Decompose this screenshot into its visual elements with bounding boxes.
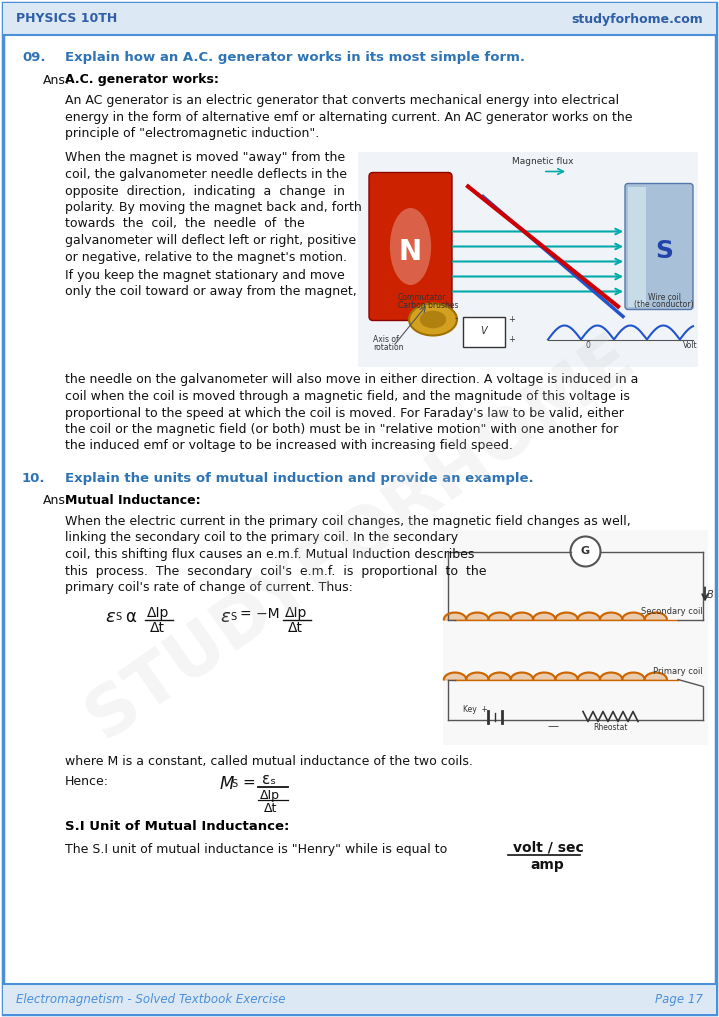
Text: where M is a constant, called mutual inductance of the two coils.: where M is a constant, called mutual ind… [65, 755, 473, 768]
Text: -: - [455, 314, 458, 323]
Text: Primary coil: Primary coil [654, 667, 703, 676]
Text: primary coil's rate of change of current. Thus:: primary coil's rate of change of current… [65, 581, 353, 594]
Text: coil, this shifting flux causes an e.m.f. Mutual Induction describes: coil, this shifting flux causes an e.m.f… [65, 548, 475, 561]
Text: or negative, relative to the magnet's motion.: or negative, relative to the magnet's mo… [65, 250, 347, 263]
Text: M: M [220, 775, 234, 793]
Ellipse shape [409, 303, 457, 336]
Text: coil when the coil is moved through a magnetic field, and the magnitude of this : coil when the coil is moved through a ma… [65, 390, 630, 403]
Text: towards  the  coil,  the  needle  of  the: towards the coil, the needle of the [65, 218, 305, 231]
Text: Δt: Δt [264, 802, 278, 815]
Text: α: α [125, 607, 136, 625]
Text: Ans:: Ans: [43, 73, 70, 86]
Text: G: G [581, 546, 590, 556]
Bar [628, 186, 646, 306]
Text: polarity. By moving the magnet back and, forth: polarity. By moving the magnet back and,… [65, 201, 362, 214]
Text: energy in the form of alternative emf or alternating current. An AC generator wo: energy in the form of alternative emf or… [65, 111, 633, 123]
Text: = −M: = −M [240, 607, 280, 621]
Text: N: N [399, 238, 422, 265]
Circle shape [570, 537, 600, 566]
Text: Page 17: Page 17 [655, 993, 703, 1006]
Bar [3, 3, 716, 35]
Text: Magnetic flux: Magnetic flux [512, 158, 574, 167]
Text: Wire coil: Wire coil [648, 293, 680, 301]
Text: ε: ε [105, 607, 115, 625]
Text: volt / sec: volt / sec [513, 840, 584, 854]
Text: V: V [481, 326, 487, 337]
Text: (the conductor): (the conductor) [634, 300, 694, 309]
Text: A.C. generator works:: A.C. generator works: [65, 73, 219, 86]
Text: S: S [115, 611, 121, 621]
Text: 10.: 10. [22, 472, 45, 485]
Text: Δt: Δt [288, 621, 303, 636]
FancyBboxPatch shape [369, 173, 452, 320]
Text: +: + [508, 314, 515, 323]
Text: PHYSICS 10TH: PHYSICS 10TH [16, 12, 117, 25]
Bar [463, 316, 505, 347]
Text: —: — [547, 721, 559, 731]
Text: Secondary coil: Secondary coil [641, 607, 703, 616]
Text: When the magnet is moved "away" from the: When the magnet is moved "away" from the [65, 152, 345, 165]
Text: ΔIp: ΔIp [285, 605, 308, 619]
Text: εₛ: εₛ [262, 772, 276, 787]
Text: Mutual Inductance:: Mutual Inductance: [65, 494, 201, 507]
Text: the induced emf or voltage to be increased with increasing field speed.: the induced emf or voltage to be increas… [65, 439, 513, 453]
Text: galvanometer will deflect left or right, positive: galvanometer will deflect left or right,… [65, 234, 356, 247]
Text: S: S [230, 611, 236, 621]
Text: Explain how an A.C. generator works in its most simple form.: Explain how an A.C. generator works in i… [65, 51, 525, 64]
Ellipse shape [390, 208, 431, 285]
Text: When the electric current in the primary coil changes, the magnetic field change: When the electric current in the primary… [65, 515, 631, 528]
Text: S: S [655, 239, 673, 263]
Text: Commutator: Commutator [398, 293, 446, 301]
Text: Electromagnetism - Solved Textbook Exercise: Electromagnetism - Solved Textbook Exerc… [16, 993, 285, 1006]
Bar [358, 152, 698, 366]
Text: If you keep the magnet stationary and move: If you keep the magnet stationary and mo… [65, 270, 344, 282]
Text: An AC generator is an electric generator that converts mechanical energy into el: An AC generator is an electric generator… [65, 94, 619, 107]
Text: this  process.  The  secondary  coil's  e.m.f.  is  proportional  to  the: this process. The secondary coil's e.m.f… [65, 564, 487, 578]
Text: =: = [242, 775, 255, 790]
Text: amp: amp [530, 857, 564, 872]
Text: coil, the galvanometer needle deflects in the: coil, the galvanometer needle deflects i… [65, 168, 347, 181]
Text: Rheostat: Rheostat [592, 722, 627, 731]
Text: Explain the units of mutual induction and provide an example.: Explain the units of mutual induction an… [65, 472, 533, 485]
Text: Hence:: Hence: [65, 775, 109, 788]
Text: The S.I unit of mutual inductance is "Henry" while is equal to: The S.I unit of mutual inductance is "He… [65, 842, 447, 855]
Text: Volt: Volt [682, 342, 697, 351]
Text: S.I Unit of Mutual Inductance:: S.I Unit of Mutual Inductance: [65, 820, 289, 833]
FancyBboxPatch shape [3, 3, 716, 1014]
Text: B: B [707, 590, 714, 599]
Text: proportional to the speed at which the coil is moved. For Faraday's law to be va: proportional to the speed at which the c… [65, 407, 624, 419]
Text: +: + [508, 335, 515, 344]
Text: STUDYFORHOME: STUDYFORHOME [74, 322, 646, 752]
Text: linking the secondary coil to the primary coil. In the secondary: linking the secondary coil to the primar… [65, 532, 458, 544]
Text: ΔIp: ΔIp [147, 605, 170, 619]
Text: Axis of: Axis of [373, 335, 399, 344]
FancyBboxPatch shape [625, 183, 693, 309]
Text: ΔIp: ΔIp [260, 789, 280, 802]
Text: S: S [231, 779, 237, 789]
Text: opposite  direction,  indicating  a  change  in: opposite direction, indicating a change … [65, 184, 345, 197]
Bar [443, 530, 708, 744]
Text: 09.: 09. [22, 51, 45, 64]
Text: the coil or the magnetic field (or both) must be in "relative motion" with one a: the coil or the magnetic field (or both)… [65, 423, 618, 436]
Bar [3, 984, 716, 1014]
Text: Key  +: Key + [463, 705, 488, 714]
Text: only the coil toward or away from the magnet,: only the coil toward or away from the ma… [65, 286, 357, 299]
Text: rotation: rotation [373, 343, 403, 352]
Text: principle of "electromagnetic induction".: principle of "electromagnetic induction"… [65, 127, 319, 140]
Ellipse shape [420, 311, 446, 328]
Text: Carbon brushes: Carbon brushes [398, 301, 459, 310]
Text: ε: ε [220, 607, 230, 625]
Text: the needle on the galvanometer will also move in either direction. A voltage is : the needle on the galvanometer will also… [65, 373, 638, 386]
Text: Ans:: Ans: [43, 494, 70, 507]
Text: 0: 0 [585, 342, 590, 351]
Text: Δt: Δt [150, 621, 165, 636]
Text: studyforhome.com: studyforhome.com [572, 12, 703, 25]
